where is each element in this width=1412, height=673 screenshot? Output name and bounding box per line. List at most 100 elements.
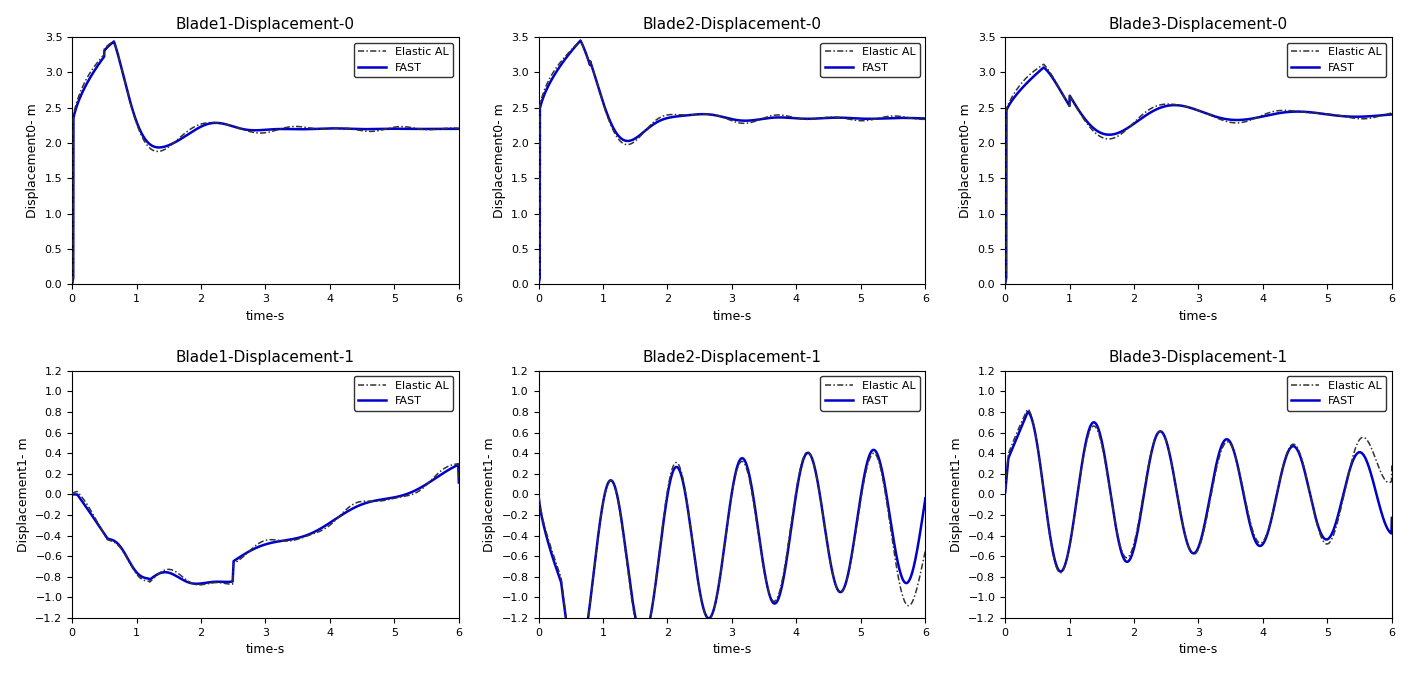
FAST: [1019, 408, 1036, 416]
Elastic AL: [905, 114, 922, 122]
Elastic AL: [549, 61, 566, 69]
Elastic AL: [1175, 523, 1192, 531]
Line: Elastic AL: Elastic AL: [1005, 409, 1392, 573]
FAST: [1017, 415, 1034, 423]
Elastic AL: [1052, 569, 1069, 577]
Elastic AL: [64, 278, 80, 286]
Elastic AL: [799, 448, 816, 456]
FAST: [916, 494, 933, 502]
Elastic AL: [997, 485, 1014, 493]
FAST: [450, 461, 467, 469]
FAST: [719, 114, 736, 122]
Elastic AL: [907, 592, 923, 600]
Elastic AL: [707, 111, 724, 119]
Elastic AL: [907, 593, 923, 601]
Elastic AL: [251, 538, 268, 546]
Line: Elastic AL: Elastic AL: [538, 40, 925, 281]
Elastic AL: [997, 279, 1014, 287]
Elastic AL: [450, 125, 467, 133]
X-axis label: time-s: time-s: [1179, 643, 1219, 656]
Elastic AL: [1019, 405, 1036, 413]
Elastic AL: [1035, 60, 1052, 68]
FAST: [866, 446, 882, 454]
Elastic AL: [1372, 112, 1389, 120]
Elastic AL: [572, 36, 589, 44]
Elastic AL: [1384, 109, 1401, 117]
FAST: [549, 570, 566, 578]
FAST: [439, 466, 456, 474]
Elastic AL: [834, 586, 851, 594]
Elastic AL: [64, 489, 80, 497]
Y-axis label: Displacement0- m: Displacement0- m: [493, 103, 505, 218]
Legend: Elastic AL, FAST: Elastic AL, FAST: [354, 376, 453, 411]
FAST: [369, 496, 385, 504]
Elastic AL: [1372, 468, 1389, 476]
Line: FAST: FAST: [538, 40, 925, 284]
FAST: [834, 586, 851, 594]
Elastic AL: [549, 565, 566, 573]
FAST: [241, 126, 258, 134]
Elastic AL: [369, 127, 385, 135]
Line: FAST: FAST: [72, 465, 459, 583]
Legend: Elastic AL, FAST: Elastic AL, FAST: [1286, 376, 1387, 411]
Elastic AL: [707, 594, 724, 602]
FAST: [530, 280, 546, 288]
Elastic AL: [1372, 112, 1389, 120]
FAST: [439, 466, 456, 474]
FAST: [719, 524, 736, 532]
FAST: [569, 658, 586, 666]
FAST: [439, 125, 456, 133]
Elastic AL: [1017, 411, 1034, 419]
Elastic AL: [439, 124, 456, 132]
FAST: [1372, 506, 1389, 514]
FAST: [83, 71, 100, 79]
FAST: [1052, 567, 1069, 575]
Elastic AL: [719, 524, 736, 532]
FAST: [997, 280, 1014, 288]
Legend: Elastic AL, FAST: Elastic AL, FAST: [820, 42, 919, 77]
Y-axis label: Displacement0- m: Displacement0- m: [25, 103, 40, 218]
FAST: [64, 280, 80, 288]
FAST: [1372, 111, 1389, 119]
Elastic AL: [369, 497, 385, 505]
FAST: [572, 36, 589, 44]
Elastic AL: [1302, 109, 1319, 117]
FAST: [1372, 507, 1389, 515]
Elastic AL: [1372, 468, 1389, 476]
FAST: [450, 479, 467, 487]
Title: Blade1-Displacement-1: Blade1-Displacement-1: [176, 351, 354, 365]
Line: FAST: FAST: [538, 450, 925, 662]
Elastic AL: [530, 277, 546, 285]
X-axis label: time-s: time-s: [712, 310, 751, 322]
Elastic AL: [1175, 102, 1192, 110]
X-axis label: time-s: time-s: [246, 643, 285, 656]
Elastic AL: [106, 37, 123, 45]
Title: Blade3-Displacement-0: Blade3-Displacement-0: [1108, 17, 1288, 32]
Legend: Elastic AL, FAST: Elastic AL, FAST: [354, 42, 453, 77]
Title: Blade1-Displacement-0: Blade1-Displacement-0: [176, 17, 354, 32]
Line: FAST: FAST: [72, 42, 459, 284]
FAST: [1372, 111, 1389, 119]
FAST: [83, 511, 100, 520]
Elastic AL: [241, 546, 258, 555]
FAST: [1384, 110, 1401, 118]
Line: Elastic AL: Elastic AL: [538, 452, 925, 662]
FAST: [1384, 514, 1401, 522]
Elastic AL: [834, 114, 851, 122]
FAST: [907, 114, 923, 122]
Elastic AL: [439, 462, 456, 470]
Title: Blade2-Displacement-1: Blade2-Displacement-1: [642, 351, 822, 365]
Elastic AL: [450, 478, 467, 486]
FAST: [834, 114, 851, 122]
Elastic AL: [1185, 550, 1202, 558]
Y-axis label: Displacement1- m: Displacement1- m: [17, 437, 30, 552]
FAST: [1175, 523, 1192, 531]
Y-axis label: Displacement0- m: Displacement0- m: [959, 103, 971, 218]
X-axis label: time-s: time-s: [1179, 310, 1219, 322]
FAST: [997, 489, 1014, 497]
FAST: [549, 65, 566, 73]
Elastic AL: [83, 508, 100, 516]
FAST: [1035, 63, 1052, 71]
FAST: [907, 559, 923, 567]
Elastic AL: [1302, 490, 1319, 498]
